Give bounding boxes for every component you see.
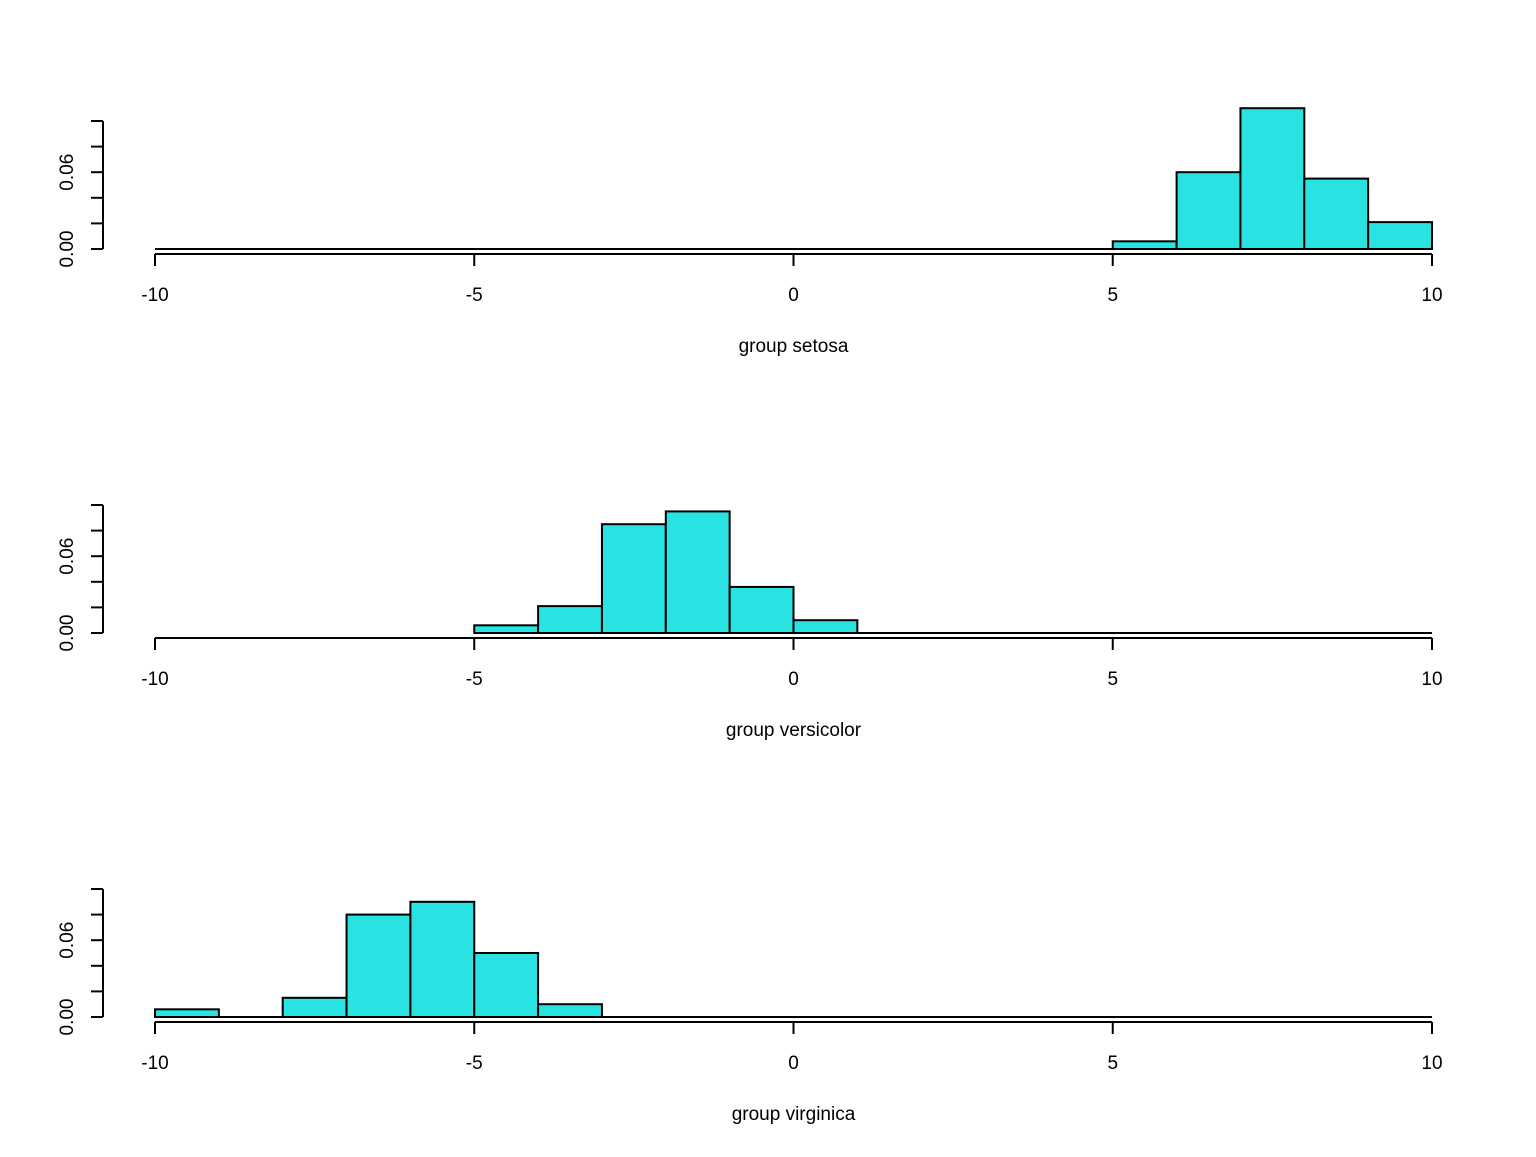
histogram-bar [792, 619, 859, 635]
x-tick-label: -10 [141, 669, 168, 690]
x-axis-label: group setosa [739, 336, 849, 357]
y-tick-label: 0.00 [57, 615, 78, 652]
x-tick-label: 5 [1107, 669, 1118, 690]
x-axis-label: group virginica [732, 1104, 856, 1125]
x-tick-label: -5 [466, 1053, 483, 1074]
histogram-bar [1239, 107, 1306, 250]
x-tick-label: -10 [141, 1053, 168, 1074]
histogram-bar [473, 952, 540, 1018]
histogram-bar [664, 510, 731, 634]
x-tick-label: 5 [1107, 1053, 1118, 1074]
histogram-bar [600, 523, 667, 635]
panel-1: -10 -5 0 5 10 group setosa 0.00 0.06 [57, 107, 1443, 357]
histogram-bar [537, 1003, 603, 1019]
histogram-bar [345, 913, 412, 1018]
x-tick-label: 5 [1107, 285, 1118, 306]
x-tick-label: 10 [1421, 1053, 1442, 1074]
y-tick-label: 0.00 [57, 999, 78, 1036]
histogram-bar [409, 900, 476, 1018]
panel-2: -10 -5 0 5 10 group versicolor 0.00 0.06 [57, 504, 1443, 741]
histogram-bar [1303, 177, 1370, 251]
histogram-bar [473, 624, 540, 635]
histogram-bar [1367, 221, 1434, 250]
histogram-bar [1111, 240, 1178, 251]
x-tick-label: 0 [788, 1053, 799, 1074]
x-tick-label: 0 [788, 285, 799, 306]
histogram-bar [154, 1008, 220, 1019]
x-tick-label: 10 [1421, 669, 1442, 690]
y-tick-label: 0.06 [57, 154, 78, 191]
x-tick-label: -5 [466, 285, 483, 306]
histogram-bar [281, 996, 348, 1018]
x-tick-label: 0 [788, 669, 799, 690]
y-tick-label: 0.06 [57, 922, 78, 959]
panel-3: -10 -5 0 5 10 group virginica 0.00 0.06 [57, 888, 1443, 1125]
histogram-bar [1175, 171, 1242, 250]
y-tick-label: 0.00 [57, 231, 78, 268]
x-tick-label: 10 [1421, 285, 1442, 306]
histogram-bar [537, 605, 603, 634]
x-axis-label: group versicolor [726, 720, 862, 741]
histogram-bar [728, 585, 795, 634]
y-tick-label: 0.06 [57, 538, 78, 575]
x-tick-label: -5 [466, 669, 483, 690]
x-tick-label: -10 [141, 285, 168, 306]
